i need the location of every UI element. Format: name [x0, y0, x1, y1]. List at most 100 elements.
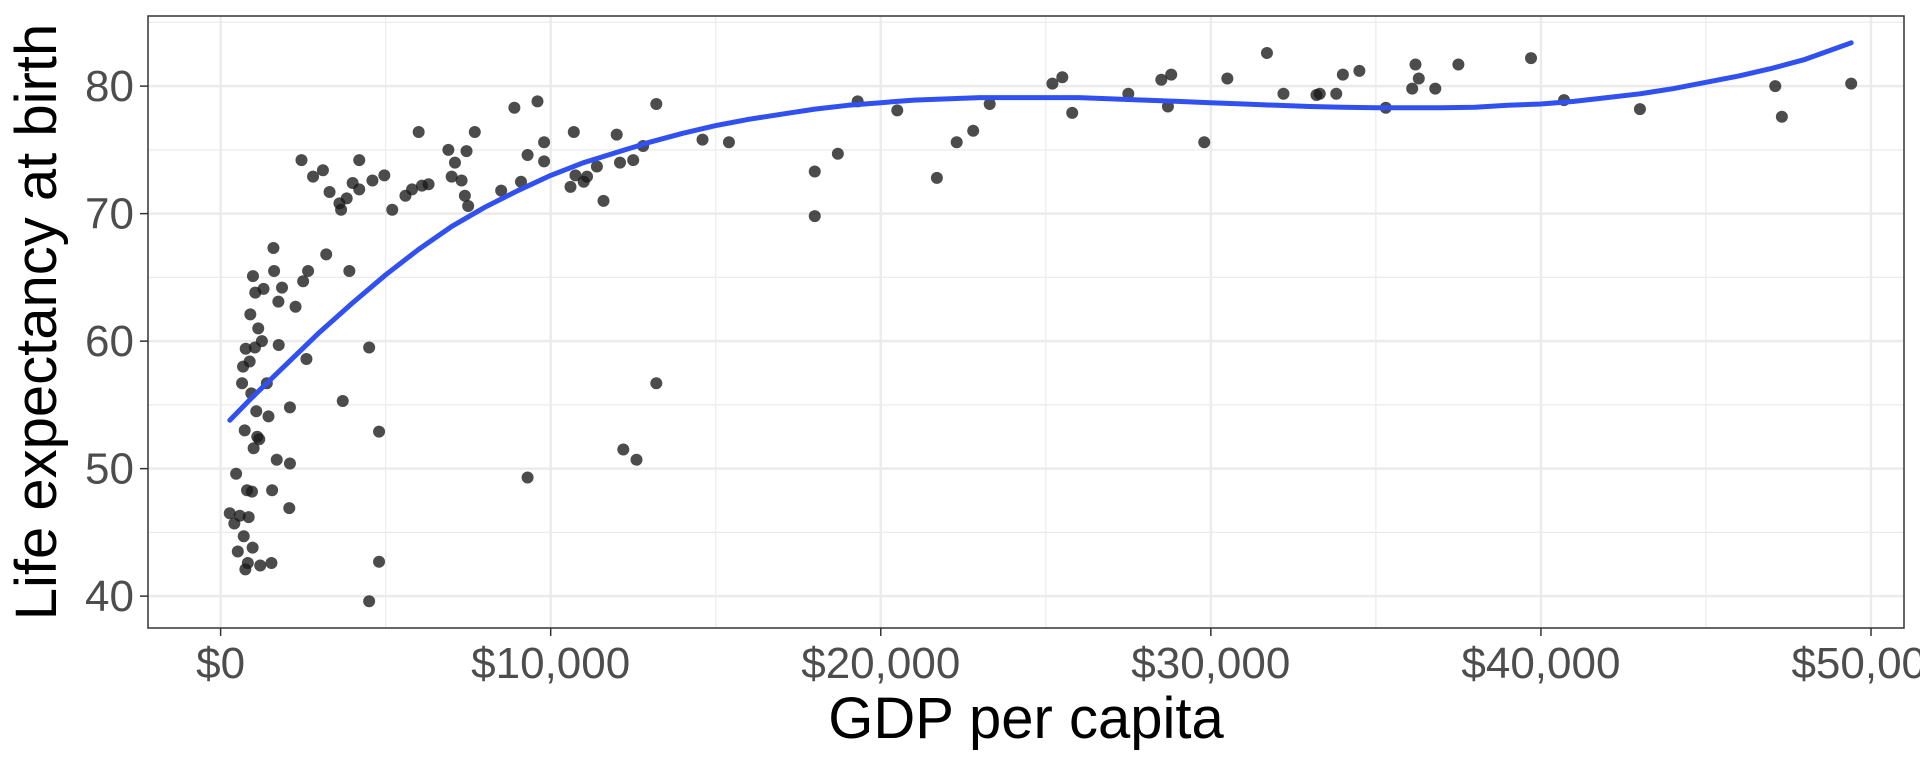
data-point	[265, 556, 278, 569]
data-point	[252, 322, 265, 335]
data-point	[614, 156, 627, 169]
data-point	[808, 165, 821, 178]
data-point	[239, 342, 252, 355]
data-point	[343, 265, 356, 277]
y-tick-label: 50	[85, 445, 134, 494]
data-point	[323, 185, 336, 198]
y-axis-ticks: 40 50 60 70 80	[85, 62, 148, 621]
data-point	[1452, 58, 1465, 71]
data-point	[610, 128, 623, 141]
data-point	[236, 377, 249, 390]
data-point	[538, 155, 551, 168]
data-point	[373, 425, 386, 438]
data-point	[808, 210, 821, 223]
data-point	[289, 300, 302, 313]
data-point	[378, 169, 391, 182]
data-point	[253, 433, 266, 446]
data-point	[1313, 87, 1326, 100]
data-point	[696, 133, 709, 146]
data-point	[650, 97, 663, 110]
data-point	[950, 136, 963, 149]
data-point	[1056, 71, 1069, 84]
data-point	[250, 405, 263, 418]
data-point	[255, 335, 268, 348]
data-point	[722, 136, 735, 149]
x-axis-ticks: $0 $10,000 $20,000 $30,000 $40,000 $50,000	[196, 628, 1920, 688]
data-point	[316, 164, 329, 177]
data-point	[412, 126, 425, 139]
data-point	[458, 189, 471, 202]
data-point	[1165, 68, 1178, 81]
y-tick-label: 40	[85, 572, 134, 621]
data-point	[630, 453, 643, 466]
data-point	[538, 136, 551, 149]
y-axis-title: Life expectancy at birth	[4, 24, 69, 620]
data-point	[373, 555, 386, 568]
data-point	[455, 174, 468, 187]
data-point	[1260, 46, 1273, 59]
data-point	[581, 170, 593, 183]
data-point	[462, 199, 475, 212]
data-point	[1845, 77, 1858, 90]
data-point	[597, 194, 610, 207]
data-point	[891, 104, 904, 117]
data-point	[983, 97, 996, 110]
data-point	[363, 341, 376, 354]
data-point	[262, 410, 275, 423]
y-tick-label: 80	[85, 62, 134, 111]
x-tick-label: $10,000	[471, 639, 630, 688]
data-point	[1633, 103, 1646, 116]
data-point	[241, 556, 254, 569]
data-point	[295, 154, 308, 167]
data-point	[276, 281, 289, 294]
data-point	[246, 270, 259, 283]
data-point	[223, 507, 236, 520]
x-tick-label: $50,000	[1791, 639, 1920, 688]
data-point	[514, 175, 527, 188]
data-point	[422, 178, 435, 191]
data-point	[495, 184, 508, 197]
data-point	[1122, 87, 1135, 100]
data-point	[233, 509, 246, 522]
data-point	[567, 126, 580, 139]
data-point	[353, 183, 366, 196]
data-point	[266, 484, 279, 497]
data-point	[307, 170, 320, 183]
data-point	[617, 443, 630, 456]
data-point	[386, 203, 399, 216]
data-point	[300, 352, 313, 365]
data-point	[246, 541, 259, 554]
data-point	[366, 174, 379, 187]
data-point	[1429, 82, 1442, 95]
data-point	[242, 511, 255, 524]
data-point	[442, 143, 455, 156]
data-point	[468, 126, 481, 139]
data-point	[831, 147, 844, 160]
data-point	[1336, 68, 1349, 81]
data-point	[353, 154, 366, 167]
data-point	[1277, 87, 1290, 100]
x-axis-title: GDP per capita	[828, 686, 1224, 751]
data-point	[320, 248, 333, 261]
data-point	[244, 308, 257, 321]
data-point	[448, 156, 461, 169]
data-point	[245, 485, 258, 498]
smooth-line	[227, 40, 1854, 423]
data-point	[1221, 72, 1234, 85]
y-tick-label: 70	[85, 190, 134, 239]
data-point	[270, 453, 283, 466]
data-point	[1769, 80, 1782, 93]
data-point	[272, 295, 285, 308]
data-point	[272, 338, 285, 351]
data-point	[406, 183, 419, 196]
data-point	[254, 559, 267, 572]
data-point	[340, 192, 353, 205]
data-point	[445, 170, 458, 183]
panel-border	[147, 15, 1905, 629]
x-tick-label: $30,000	[1131, 639, 1290, 688]
data-point	[335, 203, 348, 216]
data-point	[238, 424, 251, 437]
data-point	[283, 457, 296, 470]
data-point	[564, 180, 577, 193]
data-point	[247, 442, 260, 455]
